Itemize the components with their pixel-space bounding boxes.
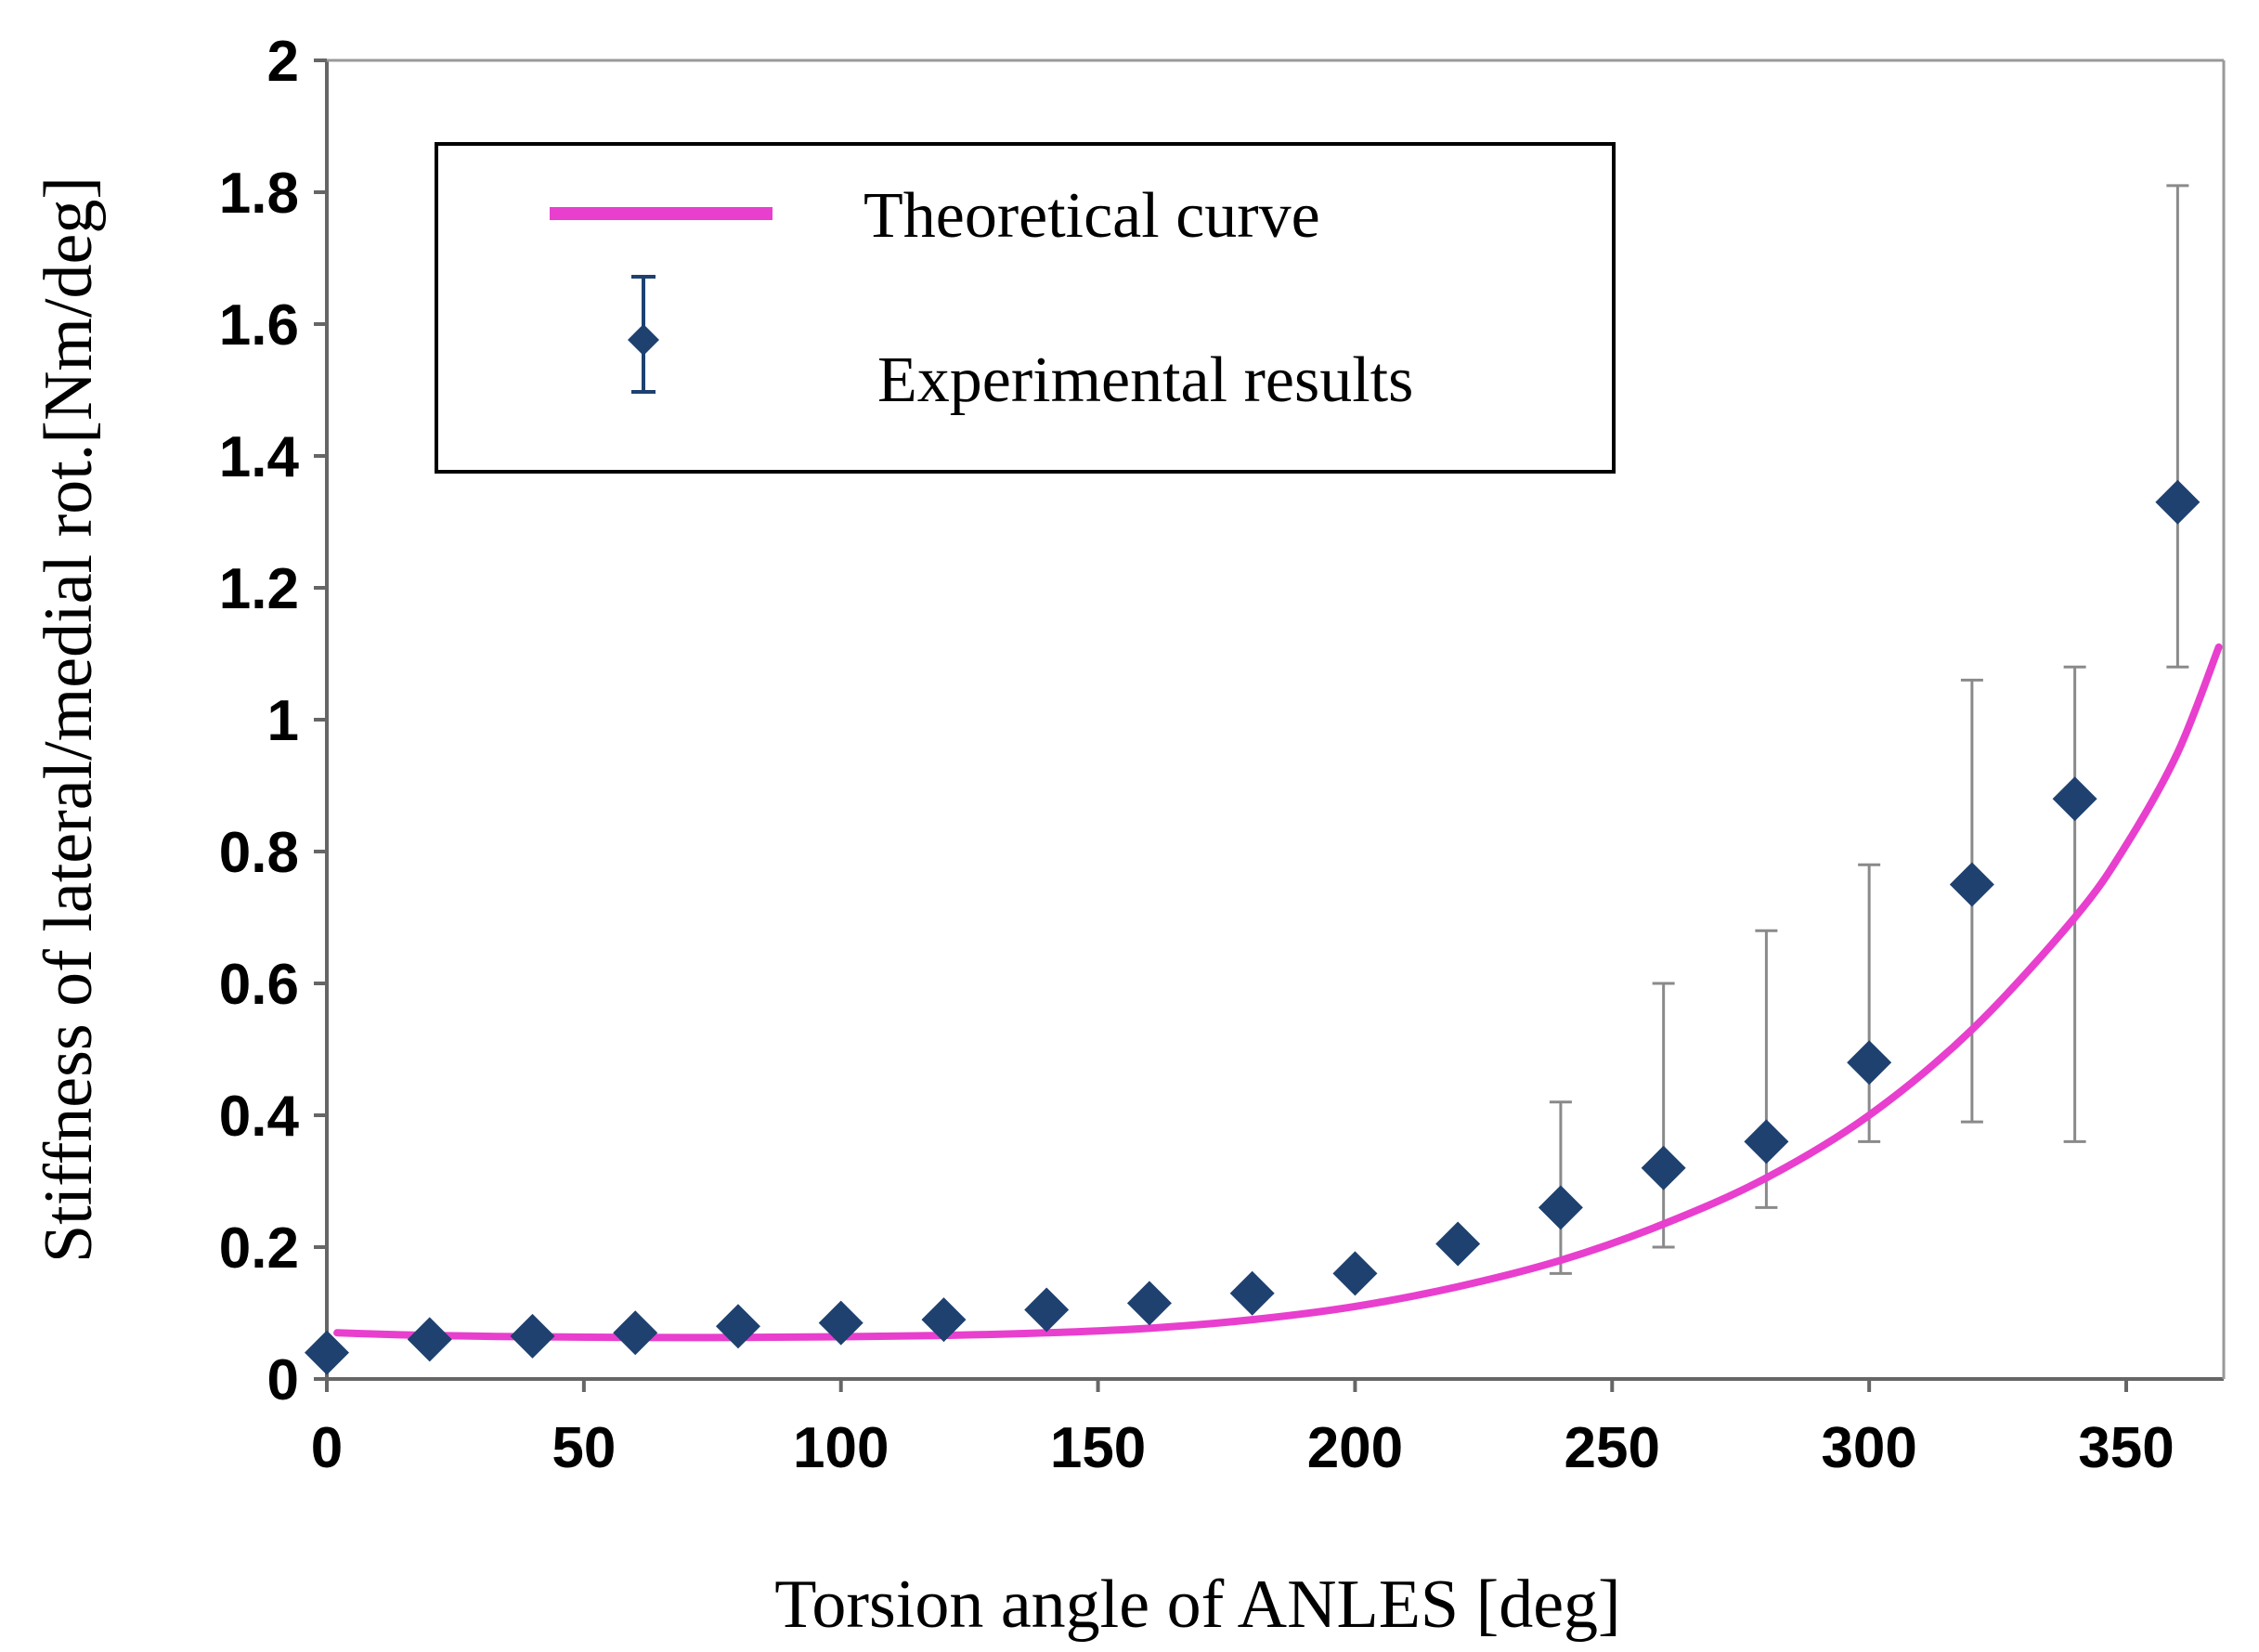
x-ticks: 0 50 100 150 200 250 300 350: [311, 1379, 2175, 1480]
x-tick-label: 150: [1050, 1416, 1146, 1480]
x-tick-label: 350: [2078, 1416, 2174, 1480]
experimental-point: [715, 1304, 760, 1349]
experimental-point: [1847, 1040, 1892, 1086]
x-axis-title: Torsion angle of ANLES [deg]: [774, 1567, 1620, 1643]
y-tick-label: 0.6: [219, 953, 299, 1017]
experimental-point: [1744, 1119, 1789, 1164]
error-bar: [1652, 982, 1675, 1249]
experimental-point: [613, 1310, 658, 1356]
error-bar: [1858, 863, 1881, 1143]
theoretical-curve: [333, 643, 2223, 1342]
y-ticks: 0 0.2 0.4 0.6 0.8 1 1.2 1.4 1.6 1.8 2: [219, 30, 327, 1412]
legend-box: [435, 142, 1616, 474]
x-tick-label: 0: [311, 1416, 343, 1480]
experimental-points-layer: [305, 479, 2201, 1375]
x-tick-label: 200: [1307, 1416, 1403, 1480]
experimental-point: [1024, 1287, 1070, 1333]
y-tick-label: 0.4: [219, 1085, 300, 1149]
experimental-point: [1126, 1281, 1172, 1326]
y-tick-label: 1.4: [219, 425, 300, 489]
y-tick-label: 1: [267, 689, 299, 753]
legend-label-experimental: Experimental results: [877, 345, 1413, 416]
y-tick-label: 1.2: [219, 557, 299, 621]
experimental-point: [2155, 479, 2201, 525]
error-bar: [1755, 929, 1778, 1209]
experimental-point: [305, 1330, 349, 1375]
legend-marker-swatch: [628, 275, 659, 394]
legend-label-theoretical: Theoretical curve: [863, 180, 1320, 252]
x-tick-label: 50: [552, 1416, 616, 1480]
y-tick-label: 0.2: [219, 1216, 299, 1281]
experimental-point: [921, 1297, 967, 1343]
x-tick-label: 250: [1564, 1416, 1660, 1480]
experimental-point: [1332, 1251, 1378, 1296]
error-bars: [1549, 184, 2189, 1275]
experimental-point: [1641, 1145, 1686, 1190]
experimental-point: [2052, 776, 2097, 822]
x-tick-label: 100: [793, 1416, 889, 1480]
legend: Theoretical curve Experimental results: [435, 142, 1616, 474]
theoretical-curve-layer: [333, 643, 2223, 1342]
y-tick-label: 0: [267, 1348, 299, 1412]
experimental-point: [407, 1317, 452, 1362]
error-bar: [2063, 665, 2086, 1143]
y-tick-label: 1.8: [219, 162, 299, 226]
experimental-point: [1435, 1221, 1481, 1267]
y-tick-label: 0.8: [219, 821, 299, 885]
error-bar: [2166, 184, 2189, 669]
experimental-point: [1949, 862, 1994, 907]
x-tick-label: 300: [1821, 1416, 1916, 1480]
y-axis-title: Stiffness of lateral/medial rot.[Nm/deg]: [31, 176, 107, 1263]
y-tick-label: 1.6: [219, 293, 299, 358]
experimental-point: [818, 1300, 863, 1346]
experimental-point: [510, 1313, 555, 1359]
y-tick-label: 2: [267, 30, 299, 94]
experimental-point: [1229, 1270, 1275, 1316]
experimental-point: [1538, 1185, 1583, 1230]
